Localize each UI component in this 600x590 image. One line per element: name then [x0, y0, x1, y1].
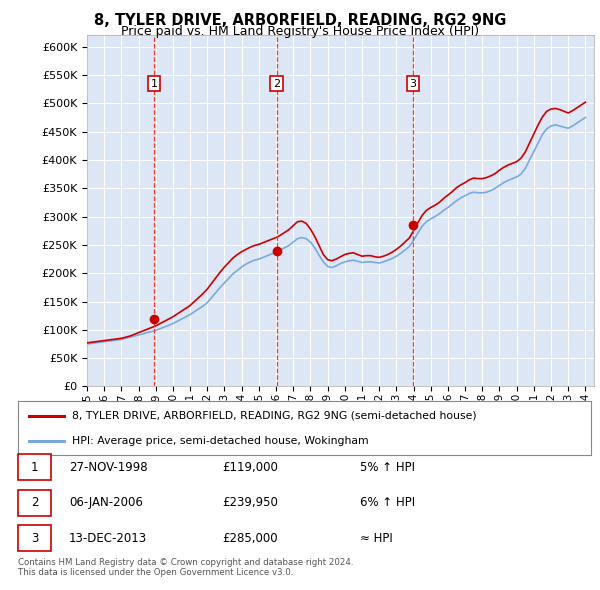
Text: £119,000: £119,000: [222, 461, 278, 474]
Text: £285,000: £285,000: [222, 532, 278, 545]
Text: £239,950: £239,950: [222, 496, 278, 509]
Text: ≈ HPI: ≈ HPI: [360, 532, 393, 545]
Text: Contains HM Land Registry data © Crown copyright and database right 2024.
This d: Contains HM Land Registry data © Crown c…: [18, 558, 353, 577]
Text: 06-JAN-2006: 06-JAN-2006: [69, 496, 143, 509]
Text: 8, TYLER DRIVE, ARBORFIELD, READING, RG2 9NG: 8, TYLER DRIVE, ARBORFIELD, READING, RG2…: [94, 13, 506, 28]
Text: 2: 2: [31, 496, 38, 509]
Text: 3: 3: [31, 532, 38, 545]
Text: 8, TYLER DRIVE, ARBORFIELD, READING, RG2 9NG (semi-detached house): 8, TYLER DRIVE, ARBORFIELD, READING, RG2…: [73, 411, 477, 421]
Text: 13-DEC-2013: 13-DEC-2013: [69, 532, 147, 545]
Text: HPI: Average price, semi-detached house, Wokingham: HPI: Average price, semi-detached house,…: [73, 436, 369, 446]
Text: 6% ↑ HPI: 6% ↑ HPI: [360, 496, 415, 509]
Text: 2: 2: [273, 78, 280, 88]
Text: Price paid vs. HM Land Registry's House Price Index (HPI): Price paid vs. HM Land Registry's House …: [121, 25, 479, 38]
Text: 1: 1: [31, 461, 38, 474]
Text: 27-NOV-1998: 27-NOV-1998: [69, 461, 148, 474]
Text: 5% ↑ HPI: 5% ↑ HPI: [360, 461, 415, 474]
Text: 3: 3: [409, 78, 416, 88]
Text: 1: 1: [151, 78, 158, 88]
